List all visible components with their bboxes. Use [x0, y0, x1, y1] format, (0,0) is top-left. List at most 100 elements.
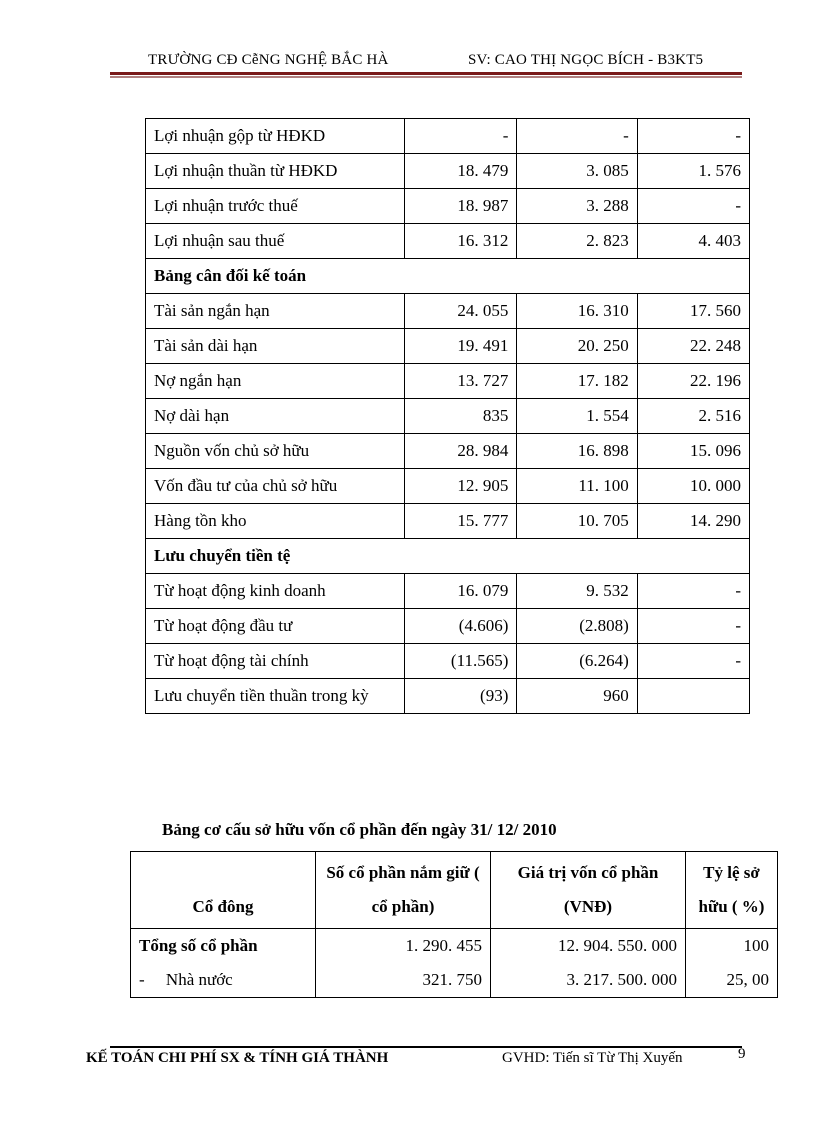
- row-label: Nguồn vốn chủ sở hữu: [145, 433, 405, 469]
- row-label: Lợi nhuận thuần từ HĐKD: [145, 153, 405, 189]
- row-label: Nợ dài hạn: [145, 398, 405, 434]
- cell-value: -: [636, 643, 751, 679]
- table-row: Nguồn vốn chủ sở hữu 28. 984 16. 898 15. 09…: [145, 433, 751, 469]
- row-label: Từ hoạt động tài chính: [145, 643, 405, 679]
- cell-value: (4.606): [403, 608, 518, 644]
- row-label: Lợi nhuận trước thuế: [145, 188, 405, 224]
- row-label: Từ hoạt động kinh doanh: [145, 573, 405, 609]
- table-row: - Nhà nước 321. 750 3. 217. 500. 000 25, 00: [130, 963, 778, 998]
- cell-value: 11. 100: [516, 468, 638, 504]
- cell-value: 24. 055: [403, 293, 518, 329]
- table-row: Lợi nhuận sau thuế 16. 312 2. 823 4. 403: [145, 223, 751, 259]
- cell-value: -: [636, 608, 751, 644]
- cell-value: 1. 290. 455: [315, 928, 491, 963]
- cell-value: 2. 516: [636, 398, 751, 434]
- cell-value: 3. 288: [516, 188, 638, 224]
- header-rule: [110, 72, 742, 75]
- table-row: Lợi nhuận gộp từ HĐKD - - -: [145, 118, 751, 154]
- row-label: Lợi nhuận sau thuế: [145, 223, 405, 259]
- cell-value: 16. 310: [516, 293, 638, 329]
- cell-value: 1. 554: [516, 398, 638, 434]
- cell-value: 16. 898: [516, 433, 638, 469]
- row-label: Hàng tồn kho: [145, 503, 405, 539]
- col-header: Giá trị vốn cổ phần (VNĐ): [490, 851, 686, 929]
- table-row: Từ hoạt động kinh doanh 16. 079 9. 532-: [145, 573, 751, 609]
- cell-value: 20. 250: [516, 328, 638, 364]
- cell-value: -: [636, 573, 751, 609]
- table-row: Lưu chuyển tiền tệ: [145, 538, 750, 574]
- table-row: Hàng tồn kho 15. 777 10. 705 14. 290: [145, 503, 751, 539]
- cell-value: 835: [403, 398, 518, 434]
- row-label: Tài sản ngắn hạn: [145, 293, 405, 329]
- footer-advisor: GVHD: Tiến sĩ Từ Thị Xuyến: [502, 1050, 683, 1066]
- table-row: Vốn đầu tư của chủ sở hữu 12. 905 11. 100 1…: [145, 468, 751, 504]
- row-label: - Nhà nước: [130, 963, 316, 998]
- table-row: Nợ dài hạn 835 1. 554 2. 516: [145, 398, 751, 434]
- cell-value: 15. 096: [636, 433, 751, 469]
- table-row: Bảng cân đối kế toán: [145, 258, 750, 294]
- table-row: Lưu chuyển tiền thuần trong kỳ (93) 960: [145, 678, 751, 714]
- col-header: Số cổ phần nắm giữ ( cổ phần): [315, 851, 491, 929]
- cell-value: 3. 085: [516, 153, 638, 189]
- col-header: Tỷ lệ sở hữu ( %): [685, 851, 778, 929]
- cell-value: -: [636, 118, 751, 154]
- table-row: Từ hoạt động đầu tư (4.606) (2.808) -: [145, 608, 751, 644]
- section-heading: Lưu chuyển tiền tệ: [145, 538, 750, 574]
- cell-value: 19. 491: [403, 328, 518, 364]
- cell-value: 22. 196: [636, 363, 751, 399]
- cell-value: 15. 777: [403, 503, 518, 539]
- table-row: Nợ ngắn hạn 13. 727 17. 182 22. 196: [145, 363, 751, 399]
- row-label: Nợ ngắn hạn: [145, 363, 405, 399]
- cell-value: [636, 678, 751, 714]
- cell-value: 9. 532: [516, 573, 638, 609]
- cell-value: (93): [403, 678, 518, 714]
- cell-value: -: [403, 118, 518, 154]
- cell-value: 25, 00: [726, 970, 770, 989]
- table-row: Lợi nhuận thuần từ HĐKD 18. 479 3. 085 1. 5…: [145, 153, 751, 189]
- cell-value: -: [516, 118, 638, 154]
- footer-title: KẾ TOÁN CHI PHÍ SX & TÍNH GIÁ THÀNH: [86, 1050, 389, 1066]
- cell-value: 2. 823: [516, 223, 638, 259]
- cell-value: 12. 904. 550. 000: [490, 928, 686, 963]
- col-header: Cổ đông: [130, 851, 316, 929]
- cell-value: (2.808): [516, 608, 638, 644]
- cell-value: 100: [743, 936, 770, 955]
- cell-value: 960: [516, 678, 638, 714]
- cell-value: (6.264): [516, 643, 638, 679]
- section-heading: Bảng cân đối kế toán: [145, 258, 750, 294]
- row-label: Lưu chuyển tiền thuần trong kỳ: [145, 678, 405, 714]
- cell-value: 17. 182: [516, 363, 638, 399]
- cell-value: 16. 079: [403, 573, 518, 609]
- row-label: Vốn đầu tư của chủ sở hữu: [145, 468, 405, 504]
- cell-value: 18. 479: [403, 153, 518, 189]
- row-label: Tổng số cổ phần: [130, 928, 316, 963]
- cell-value: 321. 750: [315, 963, 491, 998]
- header-student: SV: CAO THỊ NGỌC BÍCH - B3KT5: [468, 52, 704, 68]
- cell-value: 10. 705: [516, 503, 638, 539]
- cell-value: 17. 560: [636, 293, 751, 329]
- header-school: TRƯỜNG CĐ CễNG NGHỆ BẮC HÀ: [148, 52, 389, 68]
- cell-value: 1. 576: [636, 153, 751, 189]
- page-number: 9: [738, 1046, 746, 1062]
- footer-rule: [110, 1046, 742, 1048]
- header-rule-2: [110, 76, 742, 78]
- table-row: Tài sản dài hạn 19. 491 20. 250 22. 248: [145, 328, 751, 364]
- ownership-caption: Bảng cơ cấu sở hữu vốn cổ phần đến ngày …: [162, 820, 557, 839]
- cell-value: 28. 984: [403, 433, 518, 469]
- cell-value: 16. 312: [403, 223, 518, 259]
- cell-value: 12. 905: [403, 468, 518, 504]
- table-row: Lợi nhuận trước thuế 18. 987 3. 288-: [145, 188, 751, 224]
- row-label: Tài sản dài hạn: [145, 328, 405, 364]
- cell-value: 18. 987: [403, 188, 518, 224]
- row-label: Từ hoạt động đầu tư: [145, 608, 405, 644]
- cell-value: 13. 727: [403, 363, 518, 399]
- cell-value: (11.565): [403, 643, 518, 679]
- financial-table: Lợi nhuận gộp từ HĐKD - - - Lợi nhuận thuần …: [145, 118, 751, 714]
- cell-value: 3. 217. 500. 000: [490, 963, 686, 998]
- cell-value: 4. 403: [636, 223, 751, 259]
- table-row: Tổng số cổ phần 1. 290. 455 12. 904. 550. …: [130, 928, 778, 963]
- row-label: Lợi nhuận gộp từ HĐKD: [145, 118, 405, 154]
- cell-value: -: [636, 188, 751, 224]
- cell-value: 14. 290: [636, 503, 751, 539]
